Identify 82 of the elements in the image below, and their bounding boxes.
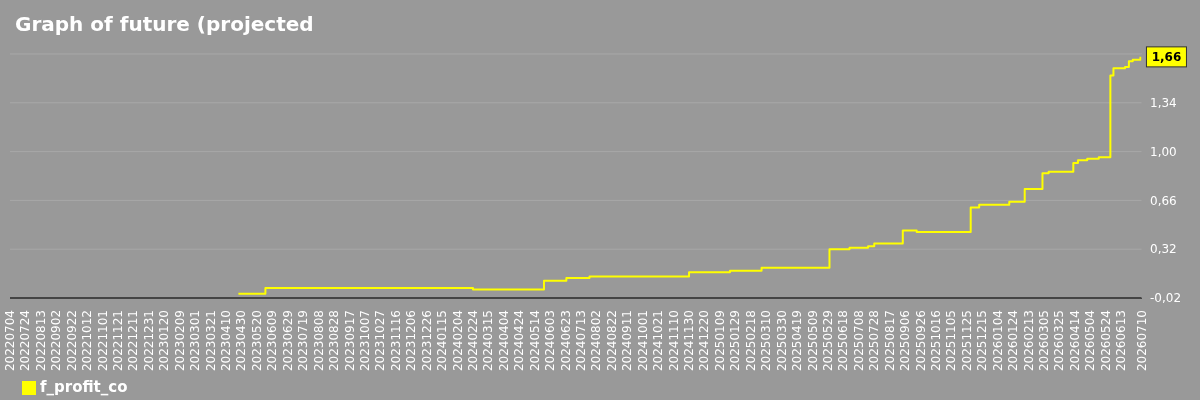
x-tick-label: 20240514 bbox=[527, 310, 542, 372]
x-tick-label: 20240911 bbox=[620, 310, 635, 372]
legend-label: f_profit_co bbox=[40, 378, 128, 396]
x-tick-label: 20240204 bbox=[450, 310, 465, 372]
x-tick-label: 20240713 bbox=[574, 310, 589, 372]
x-tick-label: 20251215 bbox=[975, 310, 990, 372]
x-tick-label: 20251105 bbox=[944, 310, 959, 372]
x-tick-label: 20260305 bbox=[1037, 310, 1051, 372]
x-tick-label: 20260613 bbox=[1114, 310, 1129, 372]
x-tick-label: 20230917 bbox=[342, 310, 357, 372]
x-tick-label: 20250817 bbox=[882, 310, 897, 372]
x-tick-label: 20240822 bbox=[604, 310, 619, 372]
x-tick-label: 20260325 bbox=[1052, 310, 1067, 372]
x-tick-label: 20260124 bbox=[1006, 310, 1021, 372]
y-tick-label: 1,34 bbox=[1150, 96, 1177, 111]
x-tick-label: 20230520 bbox=[249, 310, 264, 372]
x-tick-label: 20230120 bbox=[157, 310, 172, 372]
x-tick-label: 20250926 bbox=[913, 310, 928, 372]
x-tick-label: 20240115 bbox=[435, 310, 450, 372]
x-tick-label: 20220704 bbox=[3, 310, 17, 372]
x-tick-label: 20221211 bbox=[126, 310, 141, 372]
x-tick-label: 20230321 bbox=[203, 310, 218, 372]
x-tick-label: 20240404 bbox=[496, 310, 511, 372]
x-tick-label: 20220922 bbox=[64, 310, 79, 372]
x-tick-label: 20250529 bbox=[820, 310, 835, 372]
x-tick-label: 20250708 bbox=[851, 310, 866, 372]
x-tick-label: 20250618 bbox=[836, 310, 851, 372]
x-tick-label: 20240424 bbox=[512, 310, 527, 372]
x-tick-label: 20220724 bbox=[18, 310, 33, 372]
x-tick-label: 20240224 bbox=[465, 310, 480, 372]
x-tick-label: 20221101 bbox=[95, 310, 110, 372]
x-tick-label: 20241021 bbox=[651, 310, 666, 372]
x-tick-label: 20250419 bbox=[790, 310, 805, 372]
x-tick-label: 20240315 bbox=[481, 310, 496, 372]
x-tick-label: 20250109 bbox=[712, 310, 727, 372]
x-tick-label: 20250129 bbox=[728, 310, 743, 372]
x-tick-label: 20260524 bbox=[1098, 310, 1113, 372]
x-tick-label: 20251125 bbox=[959, 310, 974, 372]
y-tick-label: -0,02 bbox=[1150, 291, 1182, 306]
x-tick-label: 20240623 bbox=[558, 310, 573, 372]
x-tick-label: 20250310 bbox=[759, 310, 774, 372]
x-tick-label: 20260710 bbox=[1135, 310, 1149, 372]
x-tick-label: 20230828 bbox=[327, 310, 342, 372]
chart-title: Graph of future (projected bbox=[15, 12, 314, 36]
x-tick-label: 20250728 bbox=[867, 310, 882, 372]
y-tick-label: 0,66 bbox=[1150, 193, 1177, 208]
x-tick-label: 20231206 bbox=[404, 310, 419, 372]
x-tick-label: 20240603 bbox=[543, 310, 558, 372]
x-tick-label: 20230410 bbox=[219, 310, 234, 372]
x-tick-label: 20251016 bbox=[928, 310, 943, 372]
x-tick-label: 20250218 bbox=[743, 310, 758, 372]
x-tick-label: 20241001 bbox=[635, 310, 650, 372]
x-tick-label: 20230629 bbox=[280, 310, 295, 372]
x-tick-label: 20260504 bbox=[1083, 310, 1098, 372]
x-tick-label: 20221231 bbox=[141, 310, 156, 372]
data-label: 1,66 bbox=[1151, 49, 1182, 64]
x-tick-label: 20221121 bbox=[111, 310, 126, 372]
x-tick-label: 20230430 bbox=[234, 310, 249, 372]
x-tick-label: 20220813 bbox=[33, 310, 48, 372]
y-tick-label: 0,32 bbox=[1150, 242, 1177, 257]
x-tick-label: 20231226 bbox=[419, 310, 434, 372]
x-tick-label: 20260414 bbox=[1067, 310, 1082, 372]
x-tick-label: 20250330 bbox=[774, 310, 789, 372]
x-tick-label: 20240802 bbox=[589, 310, 604, 372]
x-tick-label: 20230209 bbox=[172, 310, 187, 372]
x-tick-label: 20241220 bbox=[697, 310, 712, 372]
x-tick-label: 20250906 bbox=[898, 310, 913, 372]
x-tick-label: 20250509 bbox=[805, 310, 820, 372]
x-tick-label: 20230808 bbox=[311, 310, 326, 372]
x-tick-label: 20231027 bbox=[373, 310, 388, 372]
x-tick-label: 20241110 bbox=[666, 310, 681, 372]
x-tick-label: 20230719 bbox=[296, 310, 311, 372]
x-tick-label: 20231116 bbox=[388, 310, 403, 372]
x-tick-label: 20230301 bbox=[188, 310, 203, 372]
x-tick-label: 20241130 bbox=[682, 310, 697, 372]
x-tick-label: 20221012 bbox=[80, 310, 95, 372]
x-tick-label: 20260213 bbox=[1021, 310, 1036, 372]
x-tick-label: 20231007 bbox=[357, 310, 372, 372]
y-tick-label: 1,00 bbox=[1150, 144, 1177, 159]
x-tick-label: 20260104 bbox=[990, 310, 1005, 372]
x-tick-label: 20220902 bbox=[49, 310, 64, 372]
x-tick-label: 20230609 bbox=[265, 310, 280, 372]
